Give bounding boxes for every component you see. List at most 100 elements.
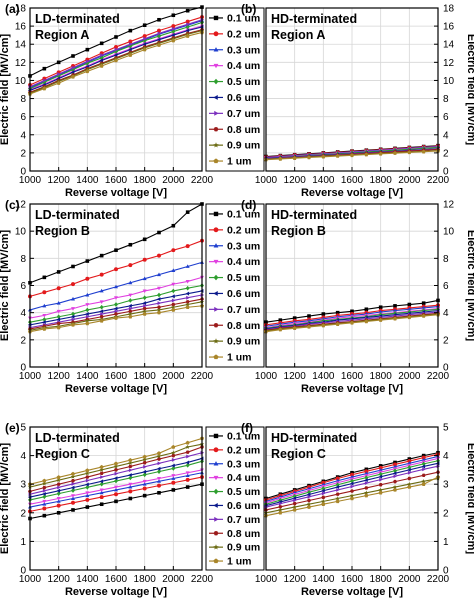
data-point <box>85 482 89 487</box>
data-point <box>157 477 161 481</box>
data-point <box>306 324 312 329</box>
data-point <box>114 485 118 490</box>
data-point <box>171 474 176 478</box>
legend-marker <box>213 488 219 495</box>
data-point <box>378 305 383 310</box>
x-tick-label: 2000 <box>162 574 185 585</box>
data-point <box>186 22 190 27</box>
data-point <box>85 314 90 319</box>
data-point <box>142 257 147 262</box>
data-point <box>42 66 47 71</box>
x-tick-label: 1600 <box>341 574 364 585</box>
panel-label: (b) <box>241 2 256 16</box>
data-point <box>113 461 119 466</box>
data-point <box>321 488 325 493</box>
legend-label: 0.8 um <box>227 320 260 332</box>
x-tick-label: 1000 <box>19 371 42 382</box>
legend-marker <box>213 544 219 550</box>
data-point <box>185 300 190 304</box>
data-point <box>364 481 369 486</box>
data-point <box>350 484 355 489</box>
data-point <box>392 487 398 492</box>
data-point <box>85 470 90 476</box>
y-tick-label: 16 <box>443 22 455 33</box>
panel-title: Region A <box>35 28 89 42</box>
data-point <box>407 315 412 320</box>
y-tick-label: 0 <box>20 566 26 577</box>
data-point <box>85 303 90 307</box>
x-tick-label: 1200 <box>284 371 307 382</box>
data-point <box>71 54 75 58</box>
data-point <box>56 488 61 493</box>
data-point <box>364 307 369 312</box>
data-point <box>71 479 75 483</box>
legend-label: 0.4 um <box>227 472 260 484</box>
data-point <box>114 471 119 476</box>
data-point <box>157 457 161 461</box>
data-point <box>71 500 75 505</box>
data-point <box>393 479 397 484</box>
data-point <box>306 504 312 509</box>
data-point <box>157 301 162 306</box>
data-point <box>278 156 283 161</box>
y-tick-label: 4 <box>443 451 449 462</box>
data-point <box>171 302 176 307</box>
legend-marker <box>213 503 218 508</box>
data-point <box>350 309 354 314</box>
y-tick-label: 1 <box>443 537 449 548</box>
data-point <box>85 491 90 495</box>
panel-title: LD-terminated <box>35 12 120 26</box>
data-point <box>85 497 90 502</box>
y-tick-label: 2 <box>443 335 449 346</box>
y-tick-label: 0 <box>443 167 449 178</box>
data-point <box>70 70 75 75</box>
data-point <box>128 484 133 489</box>
x-axis-label: Reverse voltage [V] <box>65 383 167 395</box>
data-point <box>186 454 190 459</box>
data-point <box>128 314 133 319</box>
x-tick-label: 1000 <box>255 371 278 382</box>
x-tick-label: 1800 <box>370 371 393 382</box>
data-point <box>70 485 75 490</box>
data-point <box>156 42 162 47</box>
y-tick-label: 18 <box>15 4 27 15</box>
data-point <box>407 307 412 311</box>
data-point <box>85 47 90 52</box>
data-point <box>99 272 104 277</box>
data-point <box>378 151 383 156</box>
data-point <box>142 47 147 52</box>
data-point <box>407 302 412 307</box>
data-point <box>407 476 412 481</box>
data-point <box>185 279 190 284</box>
x-tick-label: 1200 <box>48 371 71 382</box>
x-axis-label: Reverse voltage [V] <box>65 187 167 199</box>
data-point <box>99 58 104 63</box>
data-point <box>421 301 426 305</box>
x-axis-label: Reverse voltage [V] <box>301 586 403 598</box>
data-point <box>335 485 340 490</box>
data-point <box>85 505 90 509</box>
y-tick-label: 10 <box>443 227 455 238</box>
data-point <box>85 478 90 483</box>
data-point <box>171 463 175 468</box>
data-point <box>128 47 132 52</box>
legend-label: 0.1 um <box>227 208 260 220</box>
x-tick-label: 1600 <box>341 371 364 382</box>
data-point <box>306 492 311 497</box>
data-point <box>293 498 297 503</box>
data-point <box>407 470 412 475</box>
data-point <box>42 499 47 504</box>
data-point <box>157 292 161 298</box>
x-tick-label: 1800 <box>134 371 157 382</box>
data-point <box>335 478 340 483</box>
data-point <box>185 450 190 454</box>
y-tick-label: 6 <box>443 112 449 123</box>
data-point <box>128 298 133 303</box>
legend-label: 0.2 um <box>227 224 260 236</box>
legend-label: 1 um <box>227 556 252 568</box>
panel-title: HD-terminated <box>271 431 357 445</box>
data-point <box>99 304 104 310</box>
data-point <box>185 302 190 307</box>
